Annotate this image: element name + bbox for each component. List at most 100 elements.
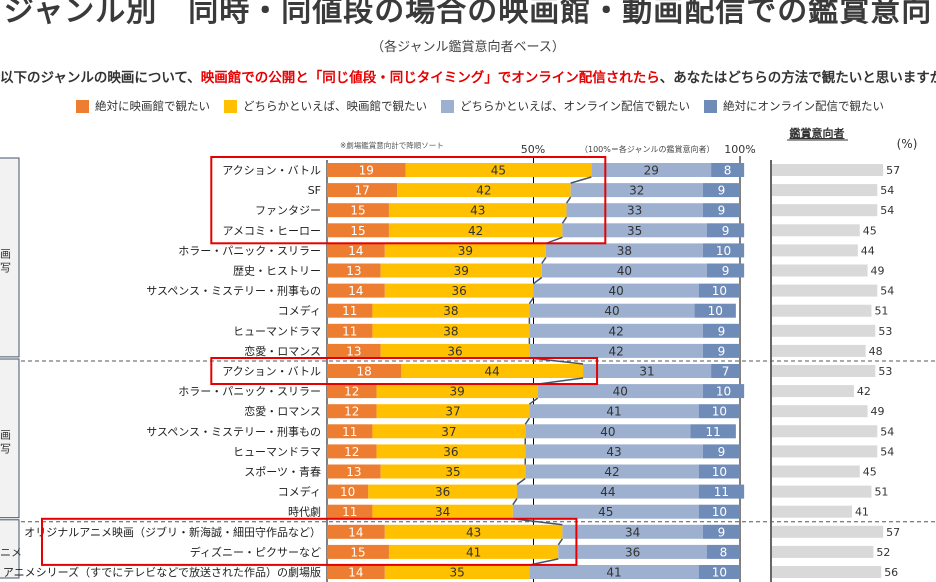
chart-subtitle: （各ジャンル鑑賞意向者ベース） [371, 40, 565, 55]
legend-swatch-absolute-theater [76, 99, 89, 113]
bar-segment-absolute-theater [327, 343, 381, 358]
data-label: 15 [350, 204, 365, 218]
highlight-box [210, 156, 607, 245]
bar-segment-absolute-online [706, 263, 745, 278]
data-label: 36 [443, 445, 458, 459]
question-highlight: 映画館での公開と「同じ値段・同じタイミング」でオンライン配信されたら [200, 70, 660, 86]
bar-segment-absolute-theater [327, 223, 389, 238]
data-label: 38 [443, 304, 458, 318]
bar-segment-rather-theater [380, 343, 530, 358]
interest-value: 56 [884, 566, 898, 579]
highlight-box [210, 357, 599, 385]
question-part: 、あなたはどちらの方法で観たいと思いますか [659, 70, 936, 86]
legend-item: どちらかといえば、オンライン配信で観たい [441, 98, 690, 114]
bar-segment-absolute-online [711, 163, 745, 177]
bar-segment-absolute-online [702, 323, 740, 338]
data-label: 14 [348, 566, 363, 580]
data-label: 40 [613, 385, 628, 399]
data-label: 11 [342, 324, 357, 338]
connector-line [528, 397, 539, 405]
data-label: 36 [435, 485, 450, 499]
bar-segment-rather-theater [384, 524, 563, 539]
interest-value: 54 [880, 285, 894, 298]
interest-value: 49 [871, 265, 885, 278]
bar-segment-rather-online [529, 343, 703, 358]
bar-segment-rather-online [512, 504, 699, 519]
bar-segment-absolute-theater [327, 504, 373, 519]
group-label-text: 写 [0, 442, 11, 455]
category-label: 恋愛・ロマンス [244, 344, 321, 358]
category-label: ヒューマンドラマ [233, 445, 321, 458]
bar-segment-rather-theater [380, 263, 542, 278]
bar-segment-absolute-online [702, 524, 740, 539]
interest-bar [772, 485, 872, 498]
category-label: アニメシリーズ（すでにテレビなどで放送された作品）の劇場版 [3, 565, 321, 579]
interest-bar [772, 164, 884, 176]
bar-segment-rather-online [529, 323, 703, 338]
bar-segment-rather-online [541, 263, 707, 278]
connector-line [533, 276, 543, 285]
bar-segment-absolute-online [698, 484, 745, 499]
bar-segment-rather-theater [384, 565, 530, 579]
data-label: 19 [359, 164, 374, 178]
interest-bar [772, 304, 872, 317]
data-label: 33 [627, 204, 642, 218]
legend-swatch-rather-theater [224, 99, 237, 113]
legend-item: 絶対にオンライン配信で観たい [704, 98, 884, 114]
group-label-box [0, 519, 20, 579]
data-label: 10 [708, 304, 723, 318]
survey-question: 以下のジャンルの映画について、映画館での公開と「同じ値段・同じタイミング」でオン… [0, 66, 936, 86]
bar-segment-absolute-theater [327, 484, 369, 499]
bar-segment-rather-theater [388, 544, 559, 559]
category-label: オリジナルアニメ映画（ジブリ・新海誠・細田守作品など） [24, 525, 321, 539]
bar-segment-absolute-theater [327, 444, 377, 459]
chart-title: ジャンル別 同時・同値段の場合の映画館・動画配信での鑑賞意向 [3, 0, 933, 29]
interest-value: 54 [880, 425, 894, 438]
data-label: 8 [720, 545, 728, 559]
interest-bar [772, 284, 878, 297]
connector-line [524, 417, 530, 425]
legend: 絶対に映画館で観たい どちらかといえば、映画館で観たい どちらかといえば、オンラ… [76, 98, 884, 114]
bar-segment-absolute-theater [327, 364, 402, 378]
data-label: 34 [625, 525, 640, 539]
data-label: 13 [346, 465, 361, 479]
legend-item: 絶対に映画館で観たい [76, 98, 210, 114]
data-label: 43 [470, 204, 485, 218]
interest-value: 53 [878, 325, 892, 338]
interest-bar [772, 425, 878, 438]
data-label: 42 [608, 324, 623, 338]
legend-label: 絶対にオンライン配信で観たい [723, 99, 884, 113]
interest-value: 52 [876, 546, 890, 559]
bar-segment-rather-online [558, 544, 707, 559]
interest-bar [772, 385, 854, 398]
x-tick-100: 100% [724, 143, 755, 156]
legend-label: どちらかといえば、オンライン配信で観たい [460, 99, 690, 113]
data-label: 40 [600, 425, 615, 439]
bar-segment-absolute-theater [327, 283, 385, 298]
legend-label: 絶対に映画館で観たい [95, 99, 210, 113]
unit-label: (%) [897, 137, 918, 151]
interest-bar [772, 505, 852, 518]
data-label: 13 [346, 344, 361, 358]
data-label: 10 [712, 284, 727, 298]
data-label: 42 [476, 184, 491, 198]
bar-segment-absolute-online [706, 223, 745, 238]
data-label: 9 [722, 264, 730, 278]
bar-segment-rather-theater [384, 283, 534, 298]
bar-segment-absolute-online [698, 283, 740, 298]
bar-segment-absolute-theater [327, 424, 373, 439]
bar-segment-absolute-online [702, 444, 740, 459]
bar-segment-rather-online [537, 384, 703, 399]
category-label: サスペンス・ミステリー・刑事もの [146, 285, 321, 298]
data-label: 29 [644, 164, 659, 178]
interest-value: 42 [857, 385, 871, 398]
bar-segment-rather-online [525, 424, 691, 439]
interest-bar [772, 365, 876, 377]
data-label: 9 [718, 324, 726, 338]
data-label: 13 [346, 264, 361, 278]
x-tick-50: 50% [521, 143, 545, 156]
bar-segment-absolute-theater [327, 163, 406, 177]
category-label: コメディ [278, 485, 321, 499]
interest-bar [772, 465, 860, 478]
interest-bar [772, 445, 878, 458]
